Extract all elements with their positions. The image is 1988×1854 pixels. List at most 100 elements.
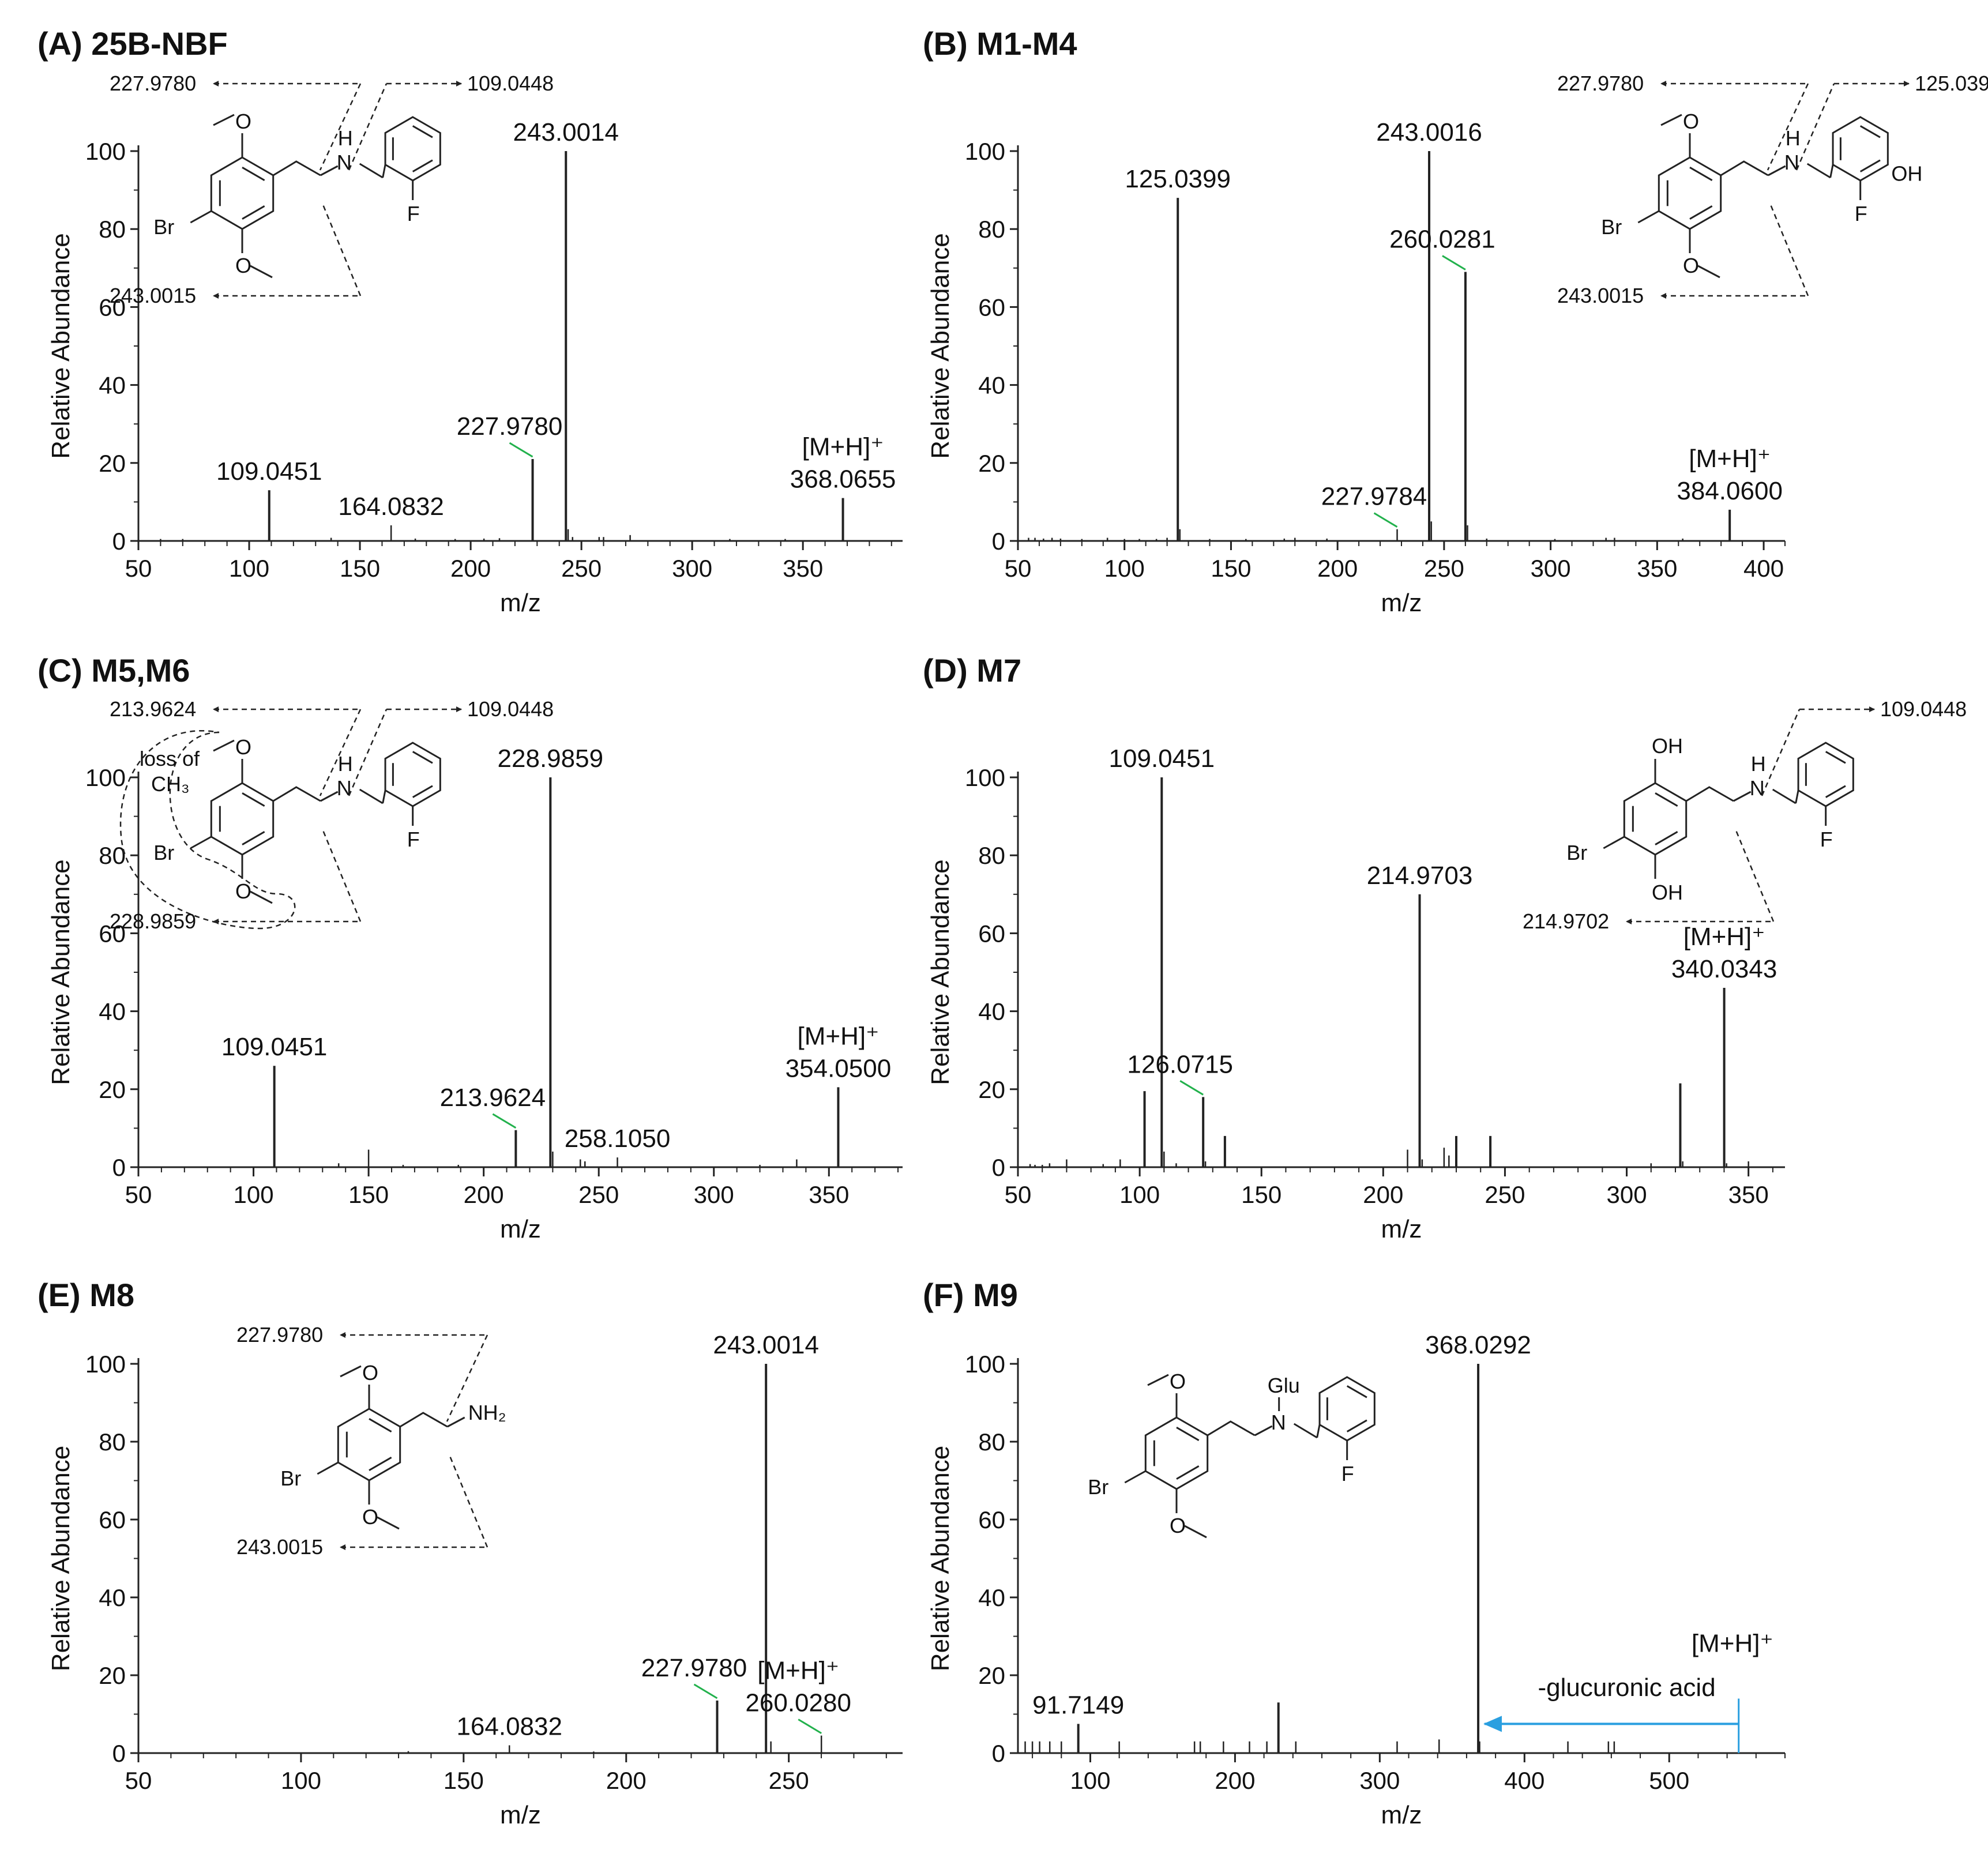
nitrogen-label: N [337,776,352,800]
panel-title: (A) 25B-NBF [37,25,228,62]
x-tick-label: 50 [125,1181,152,1208]
fluorine-label: F [1820,828,1833,851]
methyl-bond-top [1147,1374,1169,1386]
peak-label-leader [693,1683,718,1699]
fragment-cut-line [348,709,388,796]
bromine-label: Br [153,215,174,239]
precursor-label: [M+H]⁺ [1692,1630,1773,1658]
benzyl-ring-bond [382,164,386,178]
y-axis-label: Relative Abundance [926,233,954,458]
y-tick-label: 60 [978,1506,1005,1533]
x-tick-label: 150 [1241,1181,1282,1208]
precursor-label: [M+H]⁺ [802,433,884,461]
y-tick-label: 0 [992,1740,1005,1767]
methyl-bond-bottom [377,1516,400,1530]
y-tick-label: 20 [99,1662,126,1689]
benzyl-bond [359,163,384,179]
y-tick-label: 80 [978,216,1005,243]
hydroxy-label: OH [1891,162,1922,186]
oxygen-label-top: O [362,1361,378,1385]
x-tick-label: 350 [783,555,823,582]
y-tick-label: 80 [99,216,126,243]
fragment-mz-label: 109.0448 [1880,697,1967,721]
spectrum-panel-C: (C) M5,M6 0 20 40 60 80 100 50 100 150 200 250 300 35… [37,652,903,1243]
aryl-ring-double-bond [242,167,265,181]
amine-h-label: H [1786,126,1801,150]
fragment-mz-label: 213.9624 [110,697,196,721]
panel-title: (C) M5,M6 [37,652,190,689]
y-axis-label: Relative Abundance [47,859,75,1085]
y-tick-label: 100 [85,1351,126,1378]
panel-title: (D) M7 [923,652,1021,689]
x-tick-label: 250 [1424,555,1464,582]
br-bond [190,836,212,849]
y-tick-label: 80 [99,842,126,869]
methyl-label: CH₃ [151,772,190,796]
aryl-ring-double-bond [1176,1465,1200,1480]
precursor-label: [M+H]⁺ [757,1657,839,1685]
structure-nbf-oh: O O Br NH F OH [1601,110,1922,279]
aryl-ring-double-bond [242,792,265,807]
x-tick-label: 150 [340,555,380,582]
aryl-ring-double-bond [1655,831,1678,845]
panel-title: (F) M9 [923,1277,1018,1313]
fluoro-phenyl-ring-double-bond [412,159,433,172]
x-tick-label: 150 [1211,555,1251,582]
fragment-cut-line [1795,83,1835,171]
fragment-annotation: 243.0015 [236,1456,488,1559]
fragment-annotation: 243.0015 [110,204,362,307]
oxygen-label-bottom: O [235,879,251,903]
spectrum-panel-B: (B) M1-M4 0 20 40 60 80 100 50 100 150 200 250 300 35… [923,25,1988,617]
x-tick-label: 200 [464,1181,504,1208]
br-bond [190,210,212,224]
y-tick-label: 0 [112,1154,126,1181]
aryl-ring-double-bond [1176,1427,1200,1441]
br-bond [1124,1470,1147,1484]
x-tick-label: 50 [1005,1181,1032,1208]
y-tick-label: 40 [99,998,126,1025]
y-tick-label: 60 [99,1506,126,1533]
y-tick-label: 0 [112,1740,126,1767]
fragment-cut-line [449,1456,488,1548]
ethyl-chain [399,1412,448,1428]
fragment-mz-label: 228.9859 [110,909,196,933]
y-axis-label: Relative Abundance [926,859,954,1085]
oxygen-label-bottom: O [235,254,251,277]
x-tick-label: 400 [1504,1767,1544,1794]
peak-label: 227.9780 [457,412,563,441]
br-bond [1637,210,1660,224]
y-axis-label: Relative Abundance [926,1446,954,1671]
peak-label: 243.0014 [513,118,619,146]
fragment-mz-label: 125.0397 [1915,72,1988,95]
bromine-label: Br [1088,1475,1108,1499]
benzyl-ring-bond [1795,790,1799,804]
fragment-annotation: 227.9780 [1557,72,1809,171]
y-tick-label: 20 [978,1662,1005,1689]
x-axis-label: m/z [500,589,541,617]
x-tick-label: 250 [578,1181,619,1208]
y-tick-label: 0 [112,528,126,555]
fragment-mz-label: 243.0015 [1557,284,1644,307]
peak-label: 260.0281 [1389,225,1495,254]
fluoro-phenyl-ring-double-bond [1859,159,1881,172]
peak-label-leader [1373,512,1398,528]
x-tick-label: 50 [125,1767,152,1794]
peak-label: 260.0280 [745,1689,851,1717]
peak-label: 340.0343 [1671,955,1777,983]
aryl-ring-double-bond [369,1457,392,1471]
x-tick-label: 300 [694,1181,734,1208]
x-tick-label: 500 [1649,1767,1689,1794]
x-tick-label: 100 [1070,1767,1110,1794]
x-tick-label: 350 [809,1181,849,1208]
x-tick-label: 100 [234,1181,274,1208]
peak-label: 368.0655 [790,465,896,494]
fluoro-phenyl-ring-double-bond [412,751,433,764]
fragment-mz-label: 243.0015 [236,1535,323,1559]
peak-label: 164.0832 [456,1713,562,1741]
fragment-annotation: 213.9624 [110,697,362,796]
x-axis-label: m/z [1381,589,1422,617]
peak-label: 213.9624 [440,1084,546,1112]
aryl-ring-double-bond [1689,205,1713,220]
panel-title: (B) M1-M4 [923,25,1077,62]
methyl-bond-top [213,739,235,752]
